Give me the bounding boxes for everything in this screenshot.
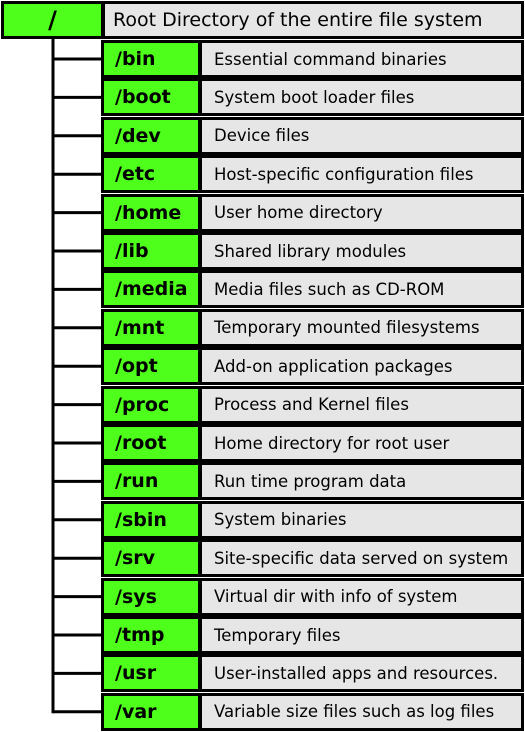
directory-name: /srv bbox=[115, 547, 156, 570]
directory-name: /home bbox=[115, 201, 182, 224]
directory-row: /sys Virtual dir with info of system bbox=[101, 577, 524, 616]
directory-description-box: Device files bbox=[199, 116, 524, 155]
directory-name: /run bbox=[115, 470, 159, 493]
directory-name: /media bbox=[115, 278, 188, 301]
directory-row: /etc Host-specific configuration files bbox=[101, 155, 524, 194]
directory-name: /usr bbox=[115, 662, 157, 685]
directory-description: User home directory bbox=[214, 203, 383, 223]
directory-name-box: /proc bbox=[101, 385, 201, 424]
directory-row: /opt Add-on application packages bbox=[101, 347, 524, 386]
directory-name-box: /root bbox=[101, 424, 201, 462]
directory-row: /mnt Temporary mounted filesystems bbox=[101, 308, 524, 347]
directory-name-box: /lib bbox=[101, 232, 201, 270]
directory-description: Add-on application packages bbox=[214, 356, 453, 376]
directory-description-box: Virtual dir with info of system bbox=[199, 577, 524, 616]
directory-description-box: Add-on application packages bbox=[199, 347, 524, 386]
directory-description: Site-specific data served on system bbox=[214, 548, 509, 568]
directory-name-box: /boot bbox=[101, 78, 201, 117]
directory-name-box: /mnt bbox=[101, 308, 201, 347]
directory-name-box: /var bbox=[101, 692, 201, 731]
directory-description-box: System binaries bbox=[199, 500, 524, 539]
root-directory-description: Root Directory of the entire file system bbox=[102, 1, 524, 39]
directory-description-box: Temporary mounted filesystems bbox=[199, 308, 524, 347]
directory-name-box: /opt bbox=[101, 347, 201, 386]
directory-name: /sbin bbox=[115, 508, 167, 531]
directory-description-box: Process and Kernel files bbox=[199, 385, 524, 424]
directory-name-box: /etc bbox=[101, 155, 201, 194]
directory-name: /tmp bbox=[115, 624, 165, 646]
directory-row: /var Variable size files such as log file… bbox=[101, 692, 524, 731]
directory-description: Device files bbox=[214, 126, 310, 146]
directory-name: /proc bbox=[115, 393, 170, 416]
directory-name: /opt bbox=[115, 355, 158, 378]
root-description-text: Root Directory of the entire file system bbox=[113, 9, 483, 31]
directory-description: Temporary files bbox=[214, 625, 341, 645]
directory-name-box: /dev bbox=[101, 116, 201, 155]
directory-description: Essential command binaries bbox=[214, 49, 447, 69]
directory-row: /run Run time program data bbox=[101, 462, 524, 501]
directory-row: /usr User-installed apps and resources. bbox=[101, 654, 524, 693]
directory-description: Host-specific configuration files bbox=[214, 164, 474, 184]
directory-name: /root bbox=[115, 432, 167, 454]
directory-description: Run time program data bbox=[214, 471, 407, 491]
directory-row: /sbin System binaries bbox=[101, 500, 524, 539]
directory-name: /boot bbox=[115, 86, 171, 109]
directory-row: /bin Essential command binaries bbox=[101, 40, 524, 78]
directory-description-box: Temporary files bbox=[199, 616, 524, 654]
directory-name: /etc bbox=[115, 163, 156, 186]
directory-name-box: /sbin bbox=[101, 500, 201, 539]
directory-row: /lib Shared library modules bbox=[101, 232, 524, 270]
root-directory-label: / bbox=[48, 6, 57, 34]
directory-description: Virtual dir with info of system bbox=[214, 587, 458, 607]
directory-name-box: /bin bbox=[101, 40, 201, 78]
directory-description: Home directory for root user bbox=[214, 433, 450, 453]
directory-description-box: Host-specific configuration files bbox=[199, 155, 524, 194]
directory-name-box: /usr bbox=[101, 654, 201, 693]
directory-description: Shared library modules bbox=[214, 241, 407, 261]
directory-description-box: Run time program data bbox=[199, 462, 524, 501]
directory-row: /root Home directory for root user bbox=[101, 424, 524, 462]
directory-description: System boot loader files bbox=[214, 87, 415, 107]
directory-description-box: Shared library modules bbox=[199, 232, 524, 270]
directory-name-box: /home bbox=[101, 193, 201, 232]
directory-description-box: User-installed apps and resources. bbox=[199, 654, 524, 693]
directory-name: /var bbox=[115, 700, 157, 723]
directory-name: /mnt bbox=[115, 316, 165, 339]
directory-description: System binaries bbox=[214, 510, 347, 530]
directory-description-box: Variable size files such as log files bbox=[199, 692, 524, 731]
directory-name: /sys bbox=[115, 585, 157, 608]
directory-row: /boot System boot loader files bbox=[101, 78, 524, 117]
directory-name-box: /srv bbox=[101, 539, 201, 578]
directory-row: /srv Site-specific data served on system bbox=[101, 539, 524, 578]
directory-row: /dev Device files bbox=[101, 116, 524, 155]
directory-name-box: /media bbox=[101, 270, 201, 309]
directory-description-box: Media files such as CD-ROM bbox=[199, 270, 524, 309]
directory-description: Variable size files such as log files bbox=[214, 702, 495, 722]
directory-row: /tmp Temporary files bbox=[101, 616, 524, 654]
directory-description: User-installed apps and resources. bbox=[214, 663, 499, 683]
directory-description-box: User home directory bbox=[199, 193, 524, 232]
directory-description-box: Home directory for root user bbox=[199, 424, 524, 462]
directory-description: Temporary mounted filesystems bbox=[214, 318, 480, 338]
directory-row: /home User home directory bbox=[101, 193, 524, 232]
directory-name-box: /run bbox=[101, 462, 201, 501]
directory-row: /media Media files such as CD-ROM bbox=[101, 270, 524, 309]
directory-description-box: System boot loader files bbox=[199, 78, 524, 117]
directory-description: Process and Kernel files bbox=[214, 395, 409, 415]
root-directory-box: / bbox=[1, 1, 104, 39]
directory-description: Media files such as CD-ROM bbox=[214, 279, 445, 299]
directory-name: /lib bbox=[115, 240, 149, 262]
directory-name: /dev bbox=[115, 124, 161, 147]
directory-name: /bin bbox=[115, 48, 156, 70]
directory-row: /proc Process and Kernel files bbox=[101, 385, 524, 424]
directory-name-box: /tmp bbox=[101, 616, 201, 654]
directory-name-box: /sys bbox=[101, 577, 201, 616]
directory-description-box: Essential command binaries bbox=[199, 40, 524, 78]
directory-description-box: Site-specific data served on system bbox=[199, 539, 524, 578]
